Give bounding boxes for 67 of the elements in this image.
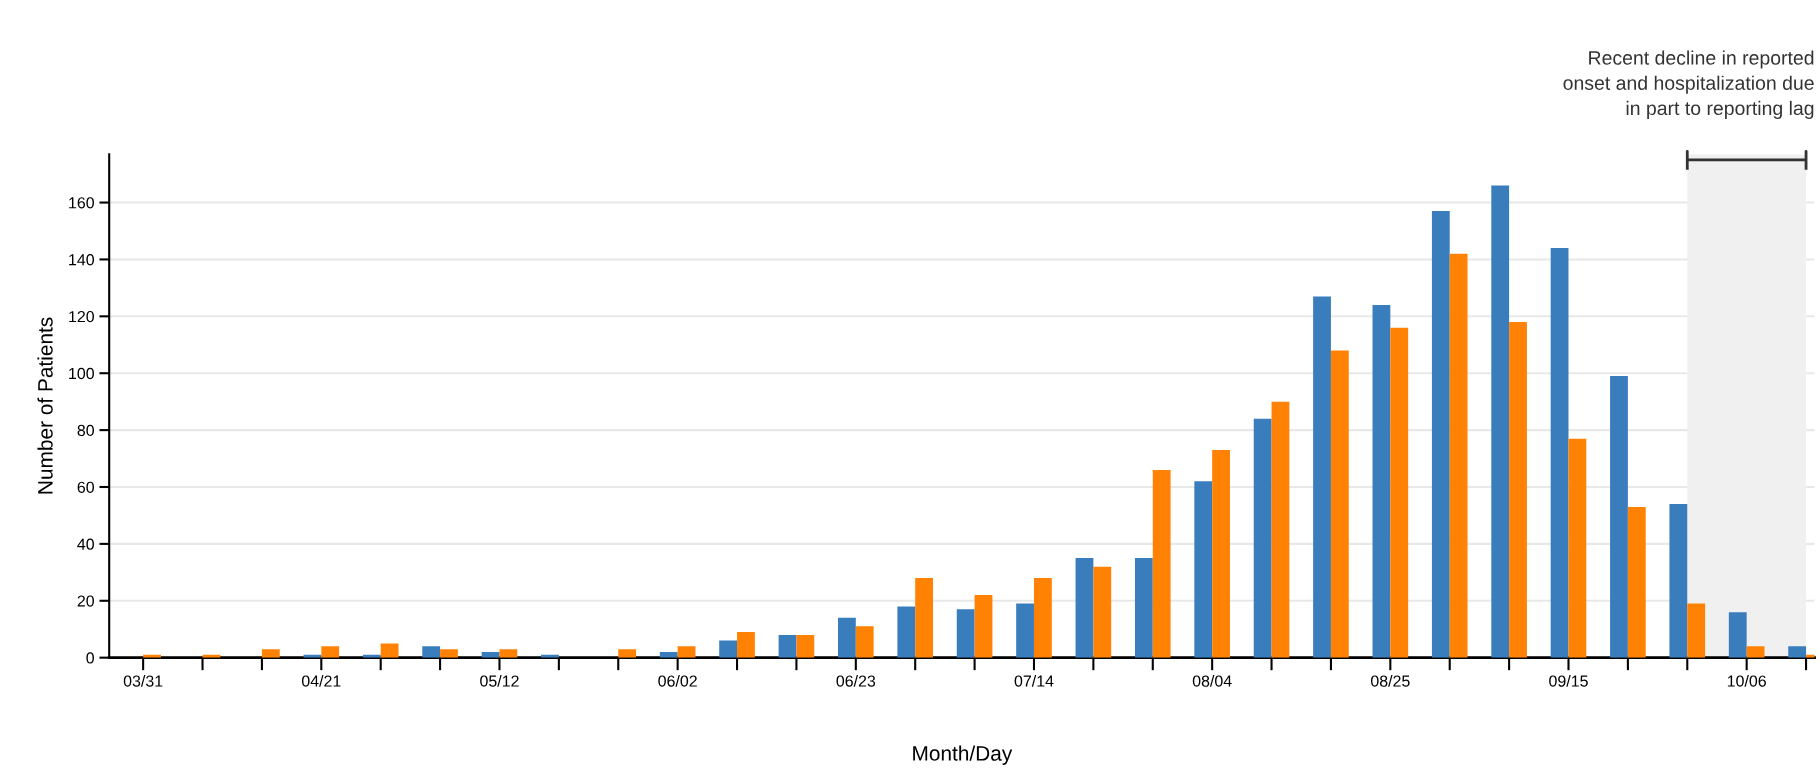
- bar: [1134, 558, 1153, 658]
- y-tick-label: 40: [77, 538, 94, 550]
- bar: [1271, 401, 1290, 658]
- bar: [1669, 504, 1688, 658]
- bar: [1372, 304, 1391, 658]
- y-tick-label: 100: [69, 367, 94, 380]
- bar: [1449, 253, 1468, 658]
- bar: [1746, 646, 1765, 658]
- bar: [1550, 248, 1569, 658]
- x-tick-label: 10/06: [1727, 675, 1766, 687]
- bar: [897, 606, 916, 658]
- bar: [1194, 481, 1213, 658]
- bar: [1093, 566, 1112, 658]
- bar: [1330, 350, 1349, 658]
- bar: [499, 649, 518, 658]
- bar: [1313, 296, 1331, 658]
- bar: [1152, 469, 1171, 658]
- bar: [1627, 506, 1646, 658]
- bar: [974, 595, 993, 658]
- bar: [956, 609, 975, 658]
- bar: [1687, 603, 1706, 658]
- y-tick-label: 140: [69, 254, 94, 266]
- x-tick-label: 07/14: [1014, 675, 1054, 687]
- bar: [1212, 450, 1230, 658]
- bar: [1728, 612, 1747, 658]
- bar: [422, 646, 441, 658]
- x-tick-label: 08/04: [1192, 675, 1232, 687]
- bar: [380, 643, 399, 658]
- x-tick-label: 09/15: [1549, 675, 1588, 687]
- x-tick-label: 03/31: [123, 675, 163, 687]
- bar: [1390, 327, 1409, 658]
- bar: [855, 626, 874, 658]
- band-label: Recent decline in reported onset and hospitalization due in part to reporting lag: [1563, 50, 1814, 119]
- bar: [1253, 418, 1272, 658]
- bar: [1491, 185, 1510, 658]
- y-axis-title: Number of Patients: [37, 317, 53, 494]
- x-tick-label: 06/23: [836, 675, 876, 687]
- x-tick-label: 05/12: [480, 675, 519, 687]
- x-tick-label: 04/21: [301, 675, 341, 687]
- y-tick-label: 80: [77, 424, 94, 437]
- bar: [778, 634, 797, 658]
- bar: [321, 646, 340, 658]
- bar: [440, 649, 458, 658]
- bar: [796, 634, 815, 658]
- bar: [838, 617, 856, 658]
- y-tick-label: 60: [77, 481, 94, 493]
- x-axis-title: Month/Day: [913, 745, 1013, 765]
- x-tick-label: 06/02: [658, 675, 697, 687]
- bar: [1033, 578, 1052, 658]
- y-tick-label: 120: [69, 310, 94, 323]
- y-tick-label: 160: [69, 197, 94, 209]
- bar: [737, 632, 755, 658]
- y-tick-label: 20: [77, 595, 94, 607]
- bar: [1610, 376, 1628, 658]
- bar: [1016, 603, 1034, 658]
- x-tick-label: 08/25: [1370, 675, 1410, 687]
- bar: [1075, 558, 1094, 658]
- bar: [677, 646, 696, 658]
- bar: [1568, 438, 1587, 658]
- bar: [618, 649, 637, 658]
- bar: [1788, 646, 1807, 658]
- bar: [915, 578, 934, 658]
- y-tick-label: 0: [86, 652, 94, 664]
- bar: [1431, 211, 1450, 658]
- bar: [719, 640, 738, 658]
- bar: [1509, 322, 1527, 658]
- bar: [261, 649, 280, 658]
